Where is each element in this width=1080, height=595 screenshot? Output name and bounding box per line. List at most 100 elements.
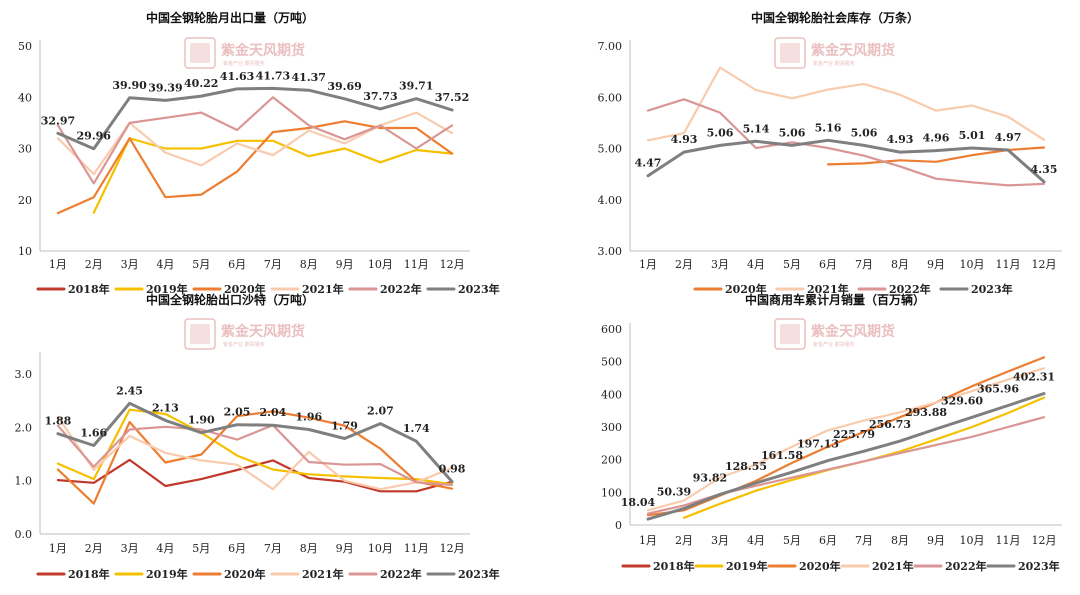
x-tick-label: 12月	[1032, 534, 1057, 547]
legend-label: 2023年	[971, 282, 1013, 296]
y-tick-label: 4.00	[598, 194, 623, 207]
data-label: 4.96	[923, 132, 950, 145]
x-tick-label: 9月	[927, 534, 945, 547]
chart-title: 中国全钢轮胎月出口量（万吨）	[146, 10, 314, 25]
data-label: 256.73	[869, 418, 911, 431]
x-tick-label: 12月	[440, 542, 465, 555]
watermark-logo-icon	[184, 318, 216, 350]
series-line-2019年	[56, 408, 454, 486]
x-tick-label: 5月	[192, 542, 210, 555]
x-tick-label: 7月	[855, 258, 873, 271]
x-tick-label: 2月	[675, 534, 693, 547]
data-label: 128.55	[725, 460, 767, 473]
y-tick-label: 40	[18, 91, 32, 104]
x-tick-label: 11月	[404, 542, 429, 555]
y-tick-label: 200	[601, 454, 622, 467]
x-tick-label: 2月	[85, 258, 103, 271]
legend-label: 2022年	[945, 559, 987, 573]
data-label: 1.96	[295, 410, 322, 423]
data-label: 4.93	[887, 133, 914, 146]
data-label: 2.13	[152, 401, 179, 414]
data-label: 4.93	[671, 133, 698, 146]
x-tick-label: 1月	[49, 542, 67, 555]
data-label: 39.71	[399, 80, 433, 93]
data-label: 5.06	[779, 126, 806, 139]
watermark-logo-icon	[774, 318, 806, 350]
data-label: 1.88	[45, 415, 72, 428]
x-tick-label: 4月	[156, 258, 174, 271]
series-line-2019年	[682, 396, 1046, 519]
series-line-2023年	[646, 392, 1046, 521]
x-tick-label: 10月	[368, 542, 393, 555]
chart-title: 中国全钢轮胎出口沙特（万吨）	[146, 292, 314, 307]
x-tick-label: 8月	[300, 258, 318, 271]
y-tick-label: 0	[615, 519, 622, 532]
legend-label: 2020年	[799, 559, 841, 573]
watermark-logo-mark	[780, 324, 800, 344]
x-tick-label: 5月	[192, 258, 210, 271]
watermark-subtext: 紫金产业 期货服务	[223, 60, 265, 67]
legend-label: 2020年	[224, 567, 266, 581]
x-tick-label: 9月	[927, 258, 945, 271]
data-label: 1.66	[80, 426, 107, 439]
x-tick-label: 3月	[711, 534, 729, 547]
x-tick-label: 7月	[264, 542, 282, 555]
data-label: 32.97	[41, 114, 75, 127]
data-label: 39.39	[148, 81, 182, 94]
watermark-logo-mark	[780, 43, 800, 63]
data-label: 41.73	[256, 69, 290, 82]
watermark-subtext: 紫金产业 期货服务	[813, 341, 855, 348]
x-tick-label: 3月	[711, 258, 729, 271]
legend-label: 2019年	[146, 567, 188, 581]
data-label: 50.39	[657, 486, 691, 499]
data-label: 2.45	[116, 384, 143, 397]
legend-label: 2019年	[146, 282, 188, 296]
y-tick-label: 1.0	[15, 475, 33, 488]
data-label: 5.01	[959, 129, 986, 142]
y-tick-label: 20	[18, 194, 32, 207]
x-tick-label: 6月	[819, 534, 837, 547]
x-tick-label: 2月	[675, 258, 693, 271]
series-line-2021年	[56, 415, 454, 491]
legend-label: 2021年	[872, 559, 914, 573]
data-label: 2.04	[260, 406, 287, 419]
data-label: 5.06	[851, 126, 878, 139]
y-tick-label: 400	[601, 388, 622, 401]
data-label: 329.60	[941, 394, 983, 407]
series-line-2023年	[56, 86, 454, 151]
x-tick-label: 2月	[85, 542, 103, 555]
chart-title: 中国商用车累计月销量（百万辆）	[745, 292, 925, 307]
data-label: 41.63	[220, 70, 254, 83]
x-tick-label: 12月	[440, 258, 465, 271]
legend-label: 2021年	[302, 567, 344, 581]
series-line-2023年	[56, 401, 454, 484]
y-tick-label: 300	[601, 421, 622, 434]
x-tick-label: 7月	[855, 534, 873, 547]
x-tick-label: 8月	[300, 542, 318, 555]
watermark-text: 紫金天风期货	[221, 323, 305, 340]
data-label: 29.96	[77, 130, 112, 143]
x-tick-label: 11月	[404, 258, 429, 271]
x-tick-label: 4月	[747, 258, 765, 271]
data-label: 93.82	[693, 471, 727, 484]
y-tick-label: 2.0	[15, 421, 33, 434]
legend-label: 2021年	[302, 282, 344, 296]
data-label: 0.98	[439, 463, 466, 476]
x-tick-label: 11月	[996, 534, 1021, 547]
x-tick-label: 3月	[121, 258, 139, 271]
x-tick-label: 11月	[996, 258, 1021, 271]
x-tick-label: 9月	[336, 542, 354, 555]
x-tick-label: 6月	[819, 258, 837, 271]
x-tick-label: 5月	[783, 258, 801, 271]
data-label: 161.58	[761, 449, 803, 462]
legend-label: 2023年	[458, 282, 500, 296]
legend-label: 2018年	[68, 282, 110, 296]
x-tick-label: 9月	[336, 258, 354, 271]
x-tick-label: 10月	[960, 258, 985, 271]
data-label: 1.74	[403, 422, 430, 435]
